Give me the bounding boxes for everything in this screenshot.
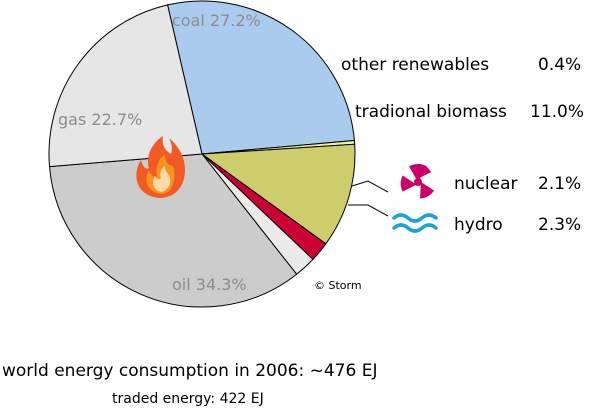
- other-renewables-value: 0.4%: [538, 55, 581, 75]
- nuclear-label: nuclear: [454, 174, 517, 194]
- pie-chart: coal 27.2% gas 22.7% oil 34.3% other ren…: [48, 0, 584, 308]
- radiation-icon: [400, 163, 435, 199]
- coal-label: coal 27.2%: [172, 11, 261, 30]
- biomass-value: 11.0%: [530, 102, 584, 122]
- pie-slice-coal: [166, 0, 355, 155]
- hydro-label: hydro: [454, 215, 503, 235]
- flame-icon: [136, 136, 186, 198]
- other-renewables-label: other renewables: [341, 55, 489, 75]
- gas-label: gas 22.7%: [58, 110, 142, 129]
- pie-slices: [48, 0, 356, 308]
- water-waves-icon: [392, 213, 438, 233]
- oil-label: oil 34.3%: [172, 275, 247, 294]
- copyright-text: © Storm: [314, 279, 362, 292]
- pie-slice-tradional-biomass: [200, 143, 356, 245]
- traded-energy-text: traded energy: 422 EJ: [112, 391, 264, 407]
- hydro-value: 2.3%: [538, 215, 581, 235]
- pie-slice-gas: [48, 4, 203, 168]
- total-consumption-text: world energy consumption in 2006: ~476 E…: [2, 361, 378, 381]
- hydro-leader-line: [348, 204, 389, 217]
- pie-slice-oil: [48, 153, 298, 308]
- nuclear-leader-line: [351, 180, 389, 193]
- nuclear-value: 2.1%: [538, 174, 581, 194]
- biomass-label: tradional biomass: [355, 102, 507, 122]
